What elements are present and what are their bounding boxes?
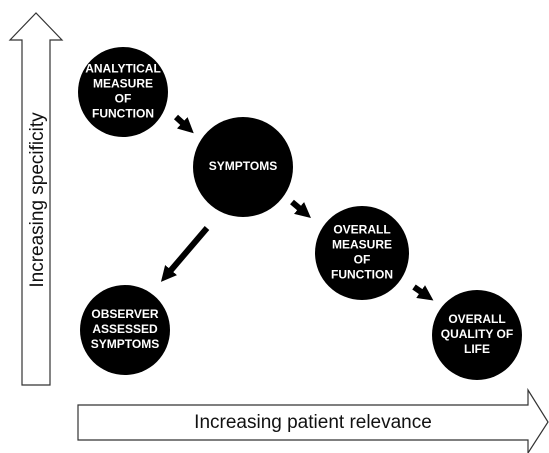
horizontal-axis-arrow	[77, 387, 549, 453]
node-circle	[193, 117, 293, 217]
node-label: OVERALL	[448, 312, 505, 326]
node-label: OF	[354, 253, 371, 267]
node-label: MEASURE	[332, 238, 392, 252]
vertical-axis-arrow	[8, 12, 64, 386]
horizontal-axis-label: Increasing patient relevance	[194, 412, 432, 433]
node-circle	[432, 290, 522, 380]
node-label: SYMPTOMS	[209, 159, 277, 173]
node-label: OF	[115, 92, 132, 106]
node-label: ASSESSED	[92, 322, 158, 336]
arrow	[412, 284, 434, 301]
node-label: OBSERVER	[91, 307, 158, 321]
arrow	[173, 114, 194, 134]
node-circle	[315, 206, 409, 300]
node-label: FUNCTION	[92, 107, 154, 121]
arrow	[290, 199, 311, 219]
node-label: MEASURE	[93, 77, 153, 91]
node-label: LIFE	[464, 342, 490, 356]
node-label: OVERALL	[333, 223, 390, 237]
connectors	[160, 114, 434, 301]
node-label: FUNCTION	[331, 268, 393, 282]
node-label: ANALYTICAL	[85, 62, 161, 76]
vertical-axis-label: Increasing specificity	[27, 112, 48, 288]
node-circle	[78, 47, 168, 137]
arrow	[160, 226, 210, 282]
node-label: QUALITY OF	[441, 327, 513, 341]
node-label: SYMPTOMS	[91, 337, 159, 351]
node-circle	[80, 285, 170, 375]
